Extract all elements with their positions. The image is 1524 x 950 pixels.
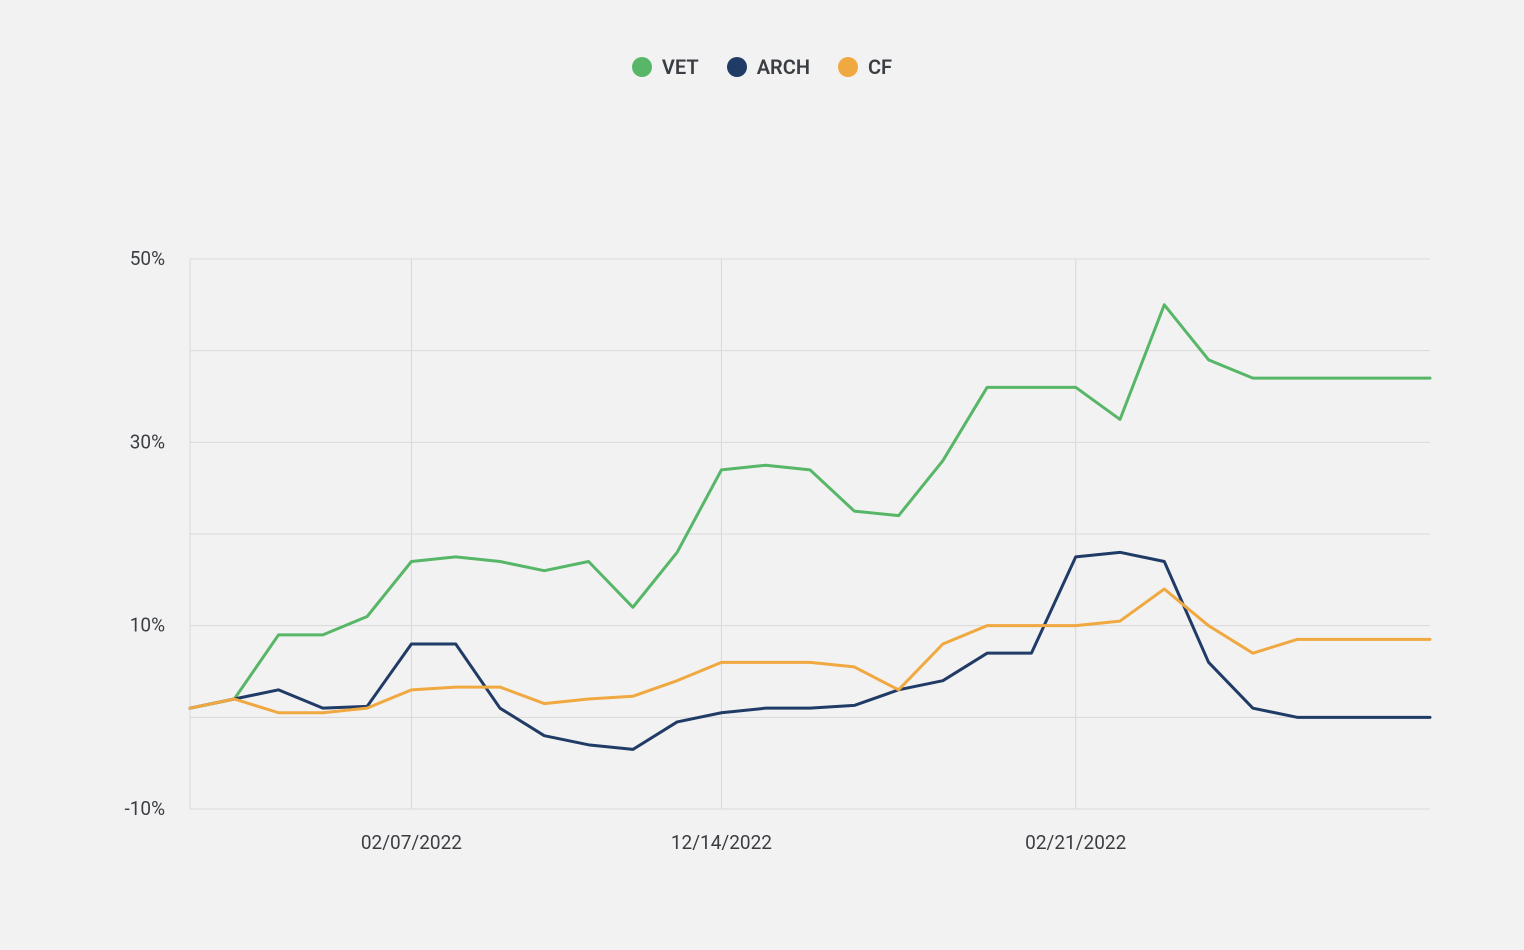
x-tick-label: 02/07/2022 <box>361 831 462 854</box>
legend-swatch <box>632 57 652 77</box>
legend-swatch <box>838 57 858 77</box>
y-tick-label: 30% <box>130 430 165 453</box>
legend-item-arch[interactable]: ARCH <box>727 55 810 79</box>
x-tick-label: 02/21/2022 <box>1025 831 1126 854</box>
legend-label: ARCH <box>757 55 810 79</box>
legend-swatch <box>727 57 747 77</box>
gridlines <box>190 259 1430 809</box>
legend-label: CF <box>868 55 892 79</box>
series-line-arch <box>190 552 1430 749</box>
chart-container: VET ARCH CF -10% 10% 30% 50% 02/07/2022 12/14/2… <box>0 0 1524 950</box>
y-tick-label: 50% <box>130 247 165 270</box>
legend: VET ARCH CF <box>0 0 1524 79</box>
line-chart: -10% 10% 30% 50% 02/07/2022 12/14/2022 02/21/2… <box>0 79 1524 909</box>
y-tick-label: 10% <box>130 614 165 637</box>
legend-item-cf[interactable]: CF <box>838 55 892 79</box>
legend-item-vet[interactable]: VET <box>632 55 699 79</box>
legend-label: VET <box>662 55 699 79</box>
x-tick-label: 12/14/2022 <box>671 831 772 854</box>
y-tick-label: -10% <box>124 797 165 820</box>
